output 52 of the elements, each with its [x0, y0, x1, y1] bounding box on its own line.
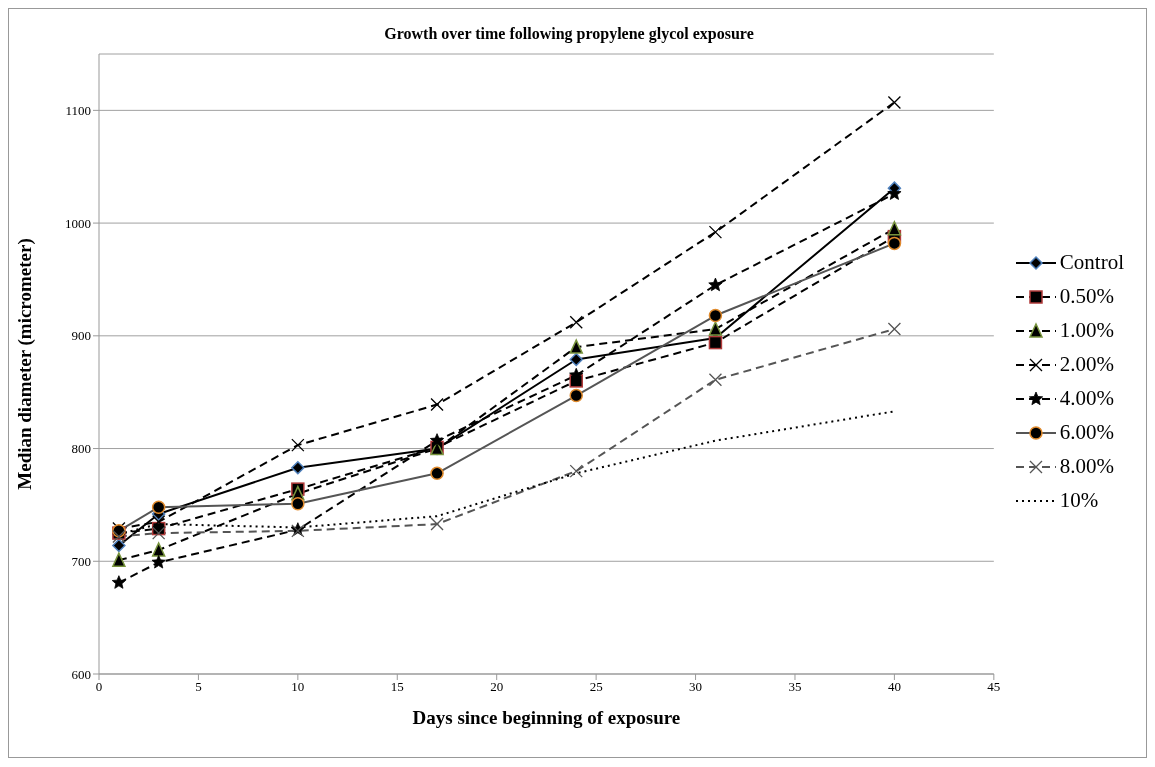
y-axis-title: Median diameter (micrometer)	[13, 238, 36, 490]
point	[430, 517, 444, 531]
y-tick-label: 800	[71, 441, 91, 457]
y-tick-label: 900	[71, 328, 91, 344]
x-tick-label: 25	[589, 679, 603, 695]
point	[430, 397, 444, 412]
point	[708, 335, 723, 350]
x-tick-label: 35	[788, 679, 802, 695]
point	[429, 433, 445, 447]
point	[112, 529, 126, 544]
point	[708, 321, 723, 336]
legend-label: 6.00%	[1059, 420, 1115, 445]
point	[111, 575, 126, 589]
point	[708, 277, 723, 292]
point	[708, 225, 723, 239]
point	[291, 438, 305, 452]
x-tick-label: 45	[987, 679, 1001, 695]
x-tick-label: 30	[689, 679, 703, 695]
point	[569, 315, 583, 329]
y-tick-label: 600	[71, 666, 91, 682]
point	[569, 464, 583, 478]
legend-label: 8.00%	[1059, 454, 1115, 479]
point	[887, 95, 902, 110]
x-tick-label: 15	[390, 679, 404, 695]
legend-label: Control	[1059, 250, 1124, 275]
point	[569, 339, 583, 354]
point	[291, 460, 305, 475]
point	[152, 515, 166, 529]
legend-label: 2.00%	[1059, 352, 1115, 377]
point	[887, 322, 902, 336]
x-tick-label: 40	[887, 679, 901, 695]
x-tick-label: 5	[195, 679, 202, 695]
legend-label: 4.00%	[1059, 386, 1115, 411]
x-tick-label: 20	[490, 679, 504, 695]
y-tick-label: 700	[71, 553, 91, 569]
x-tick-label: 0	[95, 679, 103, 695]
point	[112, 538, 126, 553]
legend-label: 10%	[1059, 488, 1099, 513]
point	[887, 220, 902, 236]
point	[112, 552, 126, 567]
x-tick-label: 10	[291, 679, 305, 695]
y-tick-label: 1000	[65, 215, 91, 231]
point	[152, 526, 166, 540]
point	[569, 352, 583, 367]
legend-label: 1.00%	[1059, 318, 1115, 343]
y-tick-label: 1100	[65, 102, 91, 118]
point	[151, 542, 166, 557]
x-axis-title: Days since beginning of exposure	[412, 707, 681, 728]
point	[151, 555, 166, 569]
point	[708, 373, 723, 387]
chart-title: Growth over time following propylene glycol exposure	[384, 25, 754, 43]
legend-label: 0.50%	[1059, 284, 1115, 309]
